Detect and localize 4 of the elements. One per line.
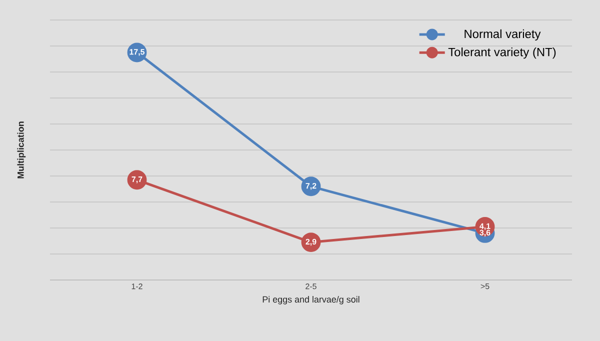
y-axis-title: Multiplication [17,122,26,178]
legend-label: Normal variety [464,29,541,41]
x-axis-title: Pi eggs and larvae/g soil [262,296,360,304]
legend-label: Tolerant variety (NT) [448,48,556,59]
